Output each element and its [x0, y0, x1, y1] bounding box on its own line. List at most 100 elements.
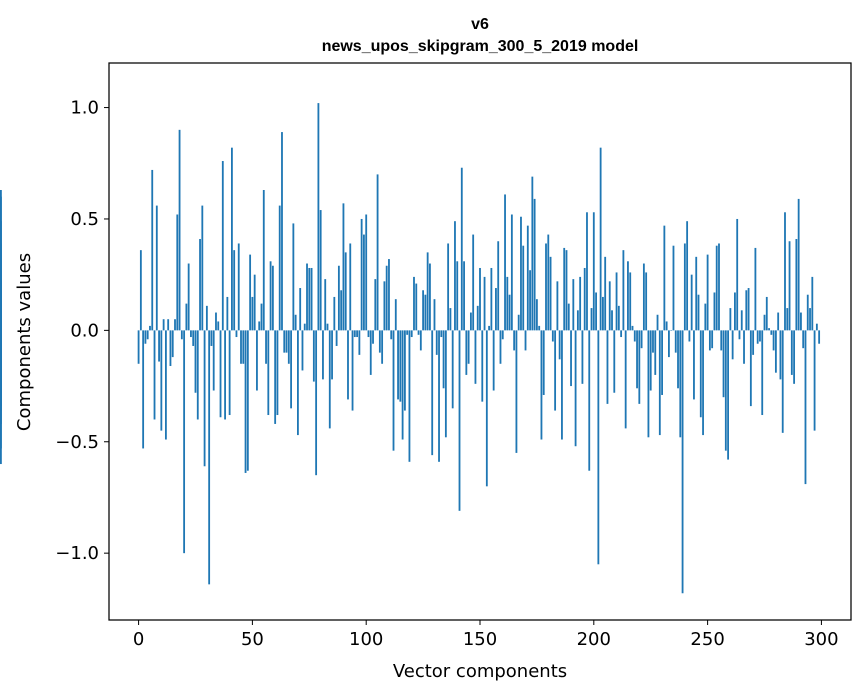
- bar-component-20: [183, 330, 186, 554]
- bar-component-172: [529, 270, 531, 331]
- bar-component-210: [615, 272, 618, 331]
- bar-component-213: [622, 250, 625, 331]
- bar-component-70: [297, 330, 299, 436]
- bar-component-215: [627, 261, 629, 331]
- bar-component-105: [376, 174, 379, 331]
- bar-component-230: [661, 330, 663, 395]
- bar-component-164: [510, 214, 513, 331]
- bar-component-282: [779, 330, 782, 380]
- bar-component-119: [408, 330, 411, 462]
- bar-component-10: [160, 330, 163, 431]
- y-tick-label: 0.5: [70, 209, 99, 230]
- x-tick-label: 0: [133, 629, 144, 650]
- bar-component-12: [164, 330, 167, 440]
- bar-component-undefined: [0, 196, 2, 331]
- bar-component-43: [235, 330, 238, 338]
- bar-component-224: [647, 330, 650, 438]
- bar-component-38: [224, 330, 226, 420]
- bar-component-116: [401, 330, 404, 440]
- bar-component-157: [495, 288, 497, 331]
- bar-component-202: [597, 330, 600, 565]
- x-tick-label: 300: [804, 629, 838, 650]
- bar-component-102: [369, 330, 372, 375]
- bar-component-41: [231, 147, 233, 331]
- bar-component-131: [435, 330, 438, 355]
- bar-component-15: [171, 330, 174, 358]
- bar-component-195: [581, 330, 584, 384]
- bar-component-165: [513, 330, 516, 351]
- bar-component-233: [668, 330, 670, 358]
- bar-component-83: [326, 323, 329, 331]
- bar-component-171: [526, 225, 529, 331]
- bar-component-4: [146, 330, 149, 340]
- bar-component-187: [563, 247, 566, 331]
- bar-component-67: [290, 330, 292, 409]
- bar-component-267: [745, 290, 748, 331]
- bar-component-86: [333, 296, 336, 331]
- bar-component-90: [342, 203, 345, 331]
- bar-component-292: [802, 330, 805, 349]
- bar-component-200: [592, 212, 595, 331]
- bar-component-97: [358, 330, 361, 355]
- plot-frame: [108, 62, 852, 621]
- bar-component-25: [194, 330, 197, 393]
- bar-component-284: [784, 212, 786, 331]
- bar-component-122: [415, 283, 418, 331]
- bar-component-249: [704, 303, 707, 331]
- bar-component-255: [718, 243, 720, 331]
- bar-component-69: [294, 314, 297, 331]
- bar-component-152: [483, 276, 486, 331]
- bar-component-192: [574, 330, 577, 447]
- bar-component-277: [768, 328, 770, 331]
- bar-component-248: [702, 330, 704, 436]
- bar-component-216: [629, 272, 632, 331]
- bar-component-227: [654, 330, 657, 375]
- bar-component-193: [576, 310, 579, 331]
- bar-component-260: [729, 308, 732, 331]
- bar-component-259: [727, 330, 729, 460]
- bar-component-256: [720, 330, 723, 351]
- bar-component-186: [561, 330, 563, 440]
- bar-component-285: [786, 308, 789, 331]
- y-tick-label: −0.5: [55, 432, 99, 453]
- bar-component-291: [800, 312, 802, 331]
- bar-component-194: [579, 276, 582, 331]
- bar-component-269: [749, 330, 752, 407]
- y-tick-label: −1.0: [55, 543, 99, 564]
- bar-component-108: [383, 281, 386, 331]
- bar-component-17: [176, 214, 179, 331]
- bar-component-35: [217, 321, 220, 331]
- bar-component-63: [281, 132, 283, 331]
- bar-component-3: [144, 330, 147, 344]
- bar-component-253: [713, 292, 716, 331]
- bar-component-166: [515, 330, 518, 453]
- bar-component-297: [813, 330, 816, 431]
- bar-component-150: [479, 267, 481, 331]
- bar-component-196: [583, 267, 586, 331]
- bar-component-137: [449, 308, 452, 331]
- bar-component-209: [613, 330, 616, 393]
- bar-component-244: [693, 330, 695, 400]
- bar-component-107: [381, 330, 384, 364]
- bar-component-226: [652, 330, 654, 353]
- bar-component-188: [565, 250, 568, 331]
- bar-component-207: [608, 281, 611, 331]
- bar-component-127: [426, 252, 429, 331]
- bar-component-223: [645, 272, 648, 331]
- bar-component-181: [549, 256, 552, 331]
- bar-component-103: [372, 330, 374, 344]
- bar-component-293: [804, 330, 807, 485]
- bar-component-167: [517, 314, 520, 331]
- bar-component-135: [444, 330, 447, 438]
- bar-component-184: [556, 281, 559, 331]
- bar-component-234: [670, 330, 673, 331]
- bar-component-1: [139, 250, 142, 331]
- bar-component-206: [606, 330, 609, 404]
- bar-component-93: [349, 243, 352, 331]
- bar-component-204: [602, 296, 604, 331]
- bar-component-279: [772, 330, 775, 351]
- bar-component-109: [385, 265, 388, 331]
- bar-component-163: [508, 294, 511, 331]
- bar-component-288: [793, 330, 796, 384]
- bar-component-114: [397, 330, 399, 400]
